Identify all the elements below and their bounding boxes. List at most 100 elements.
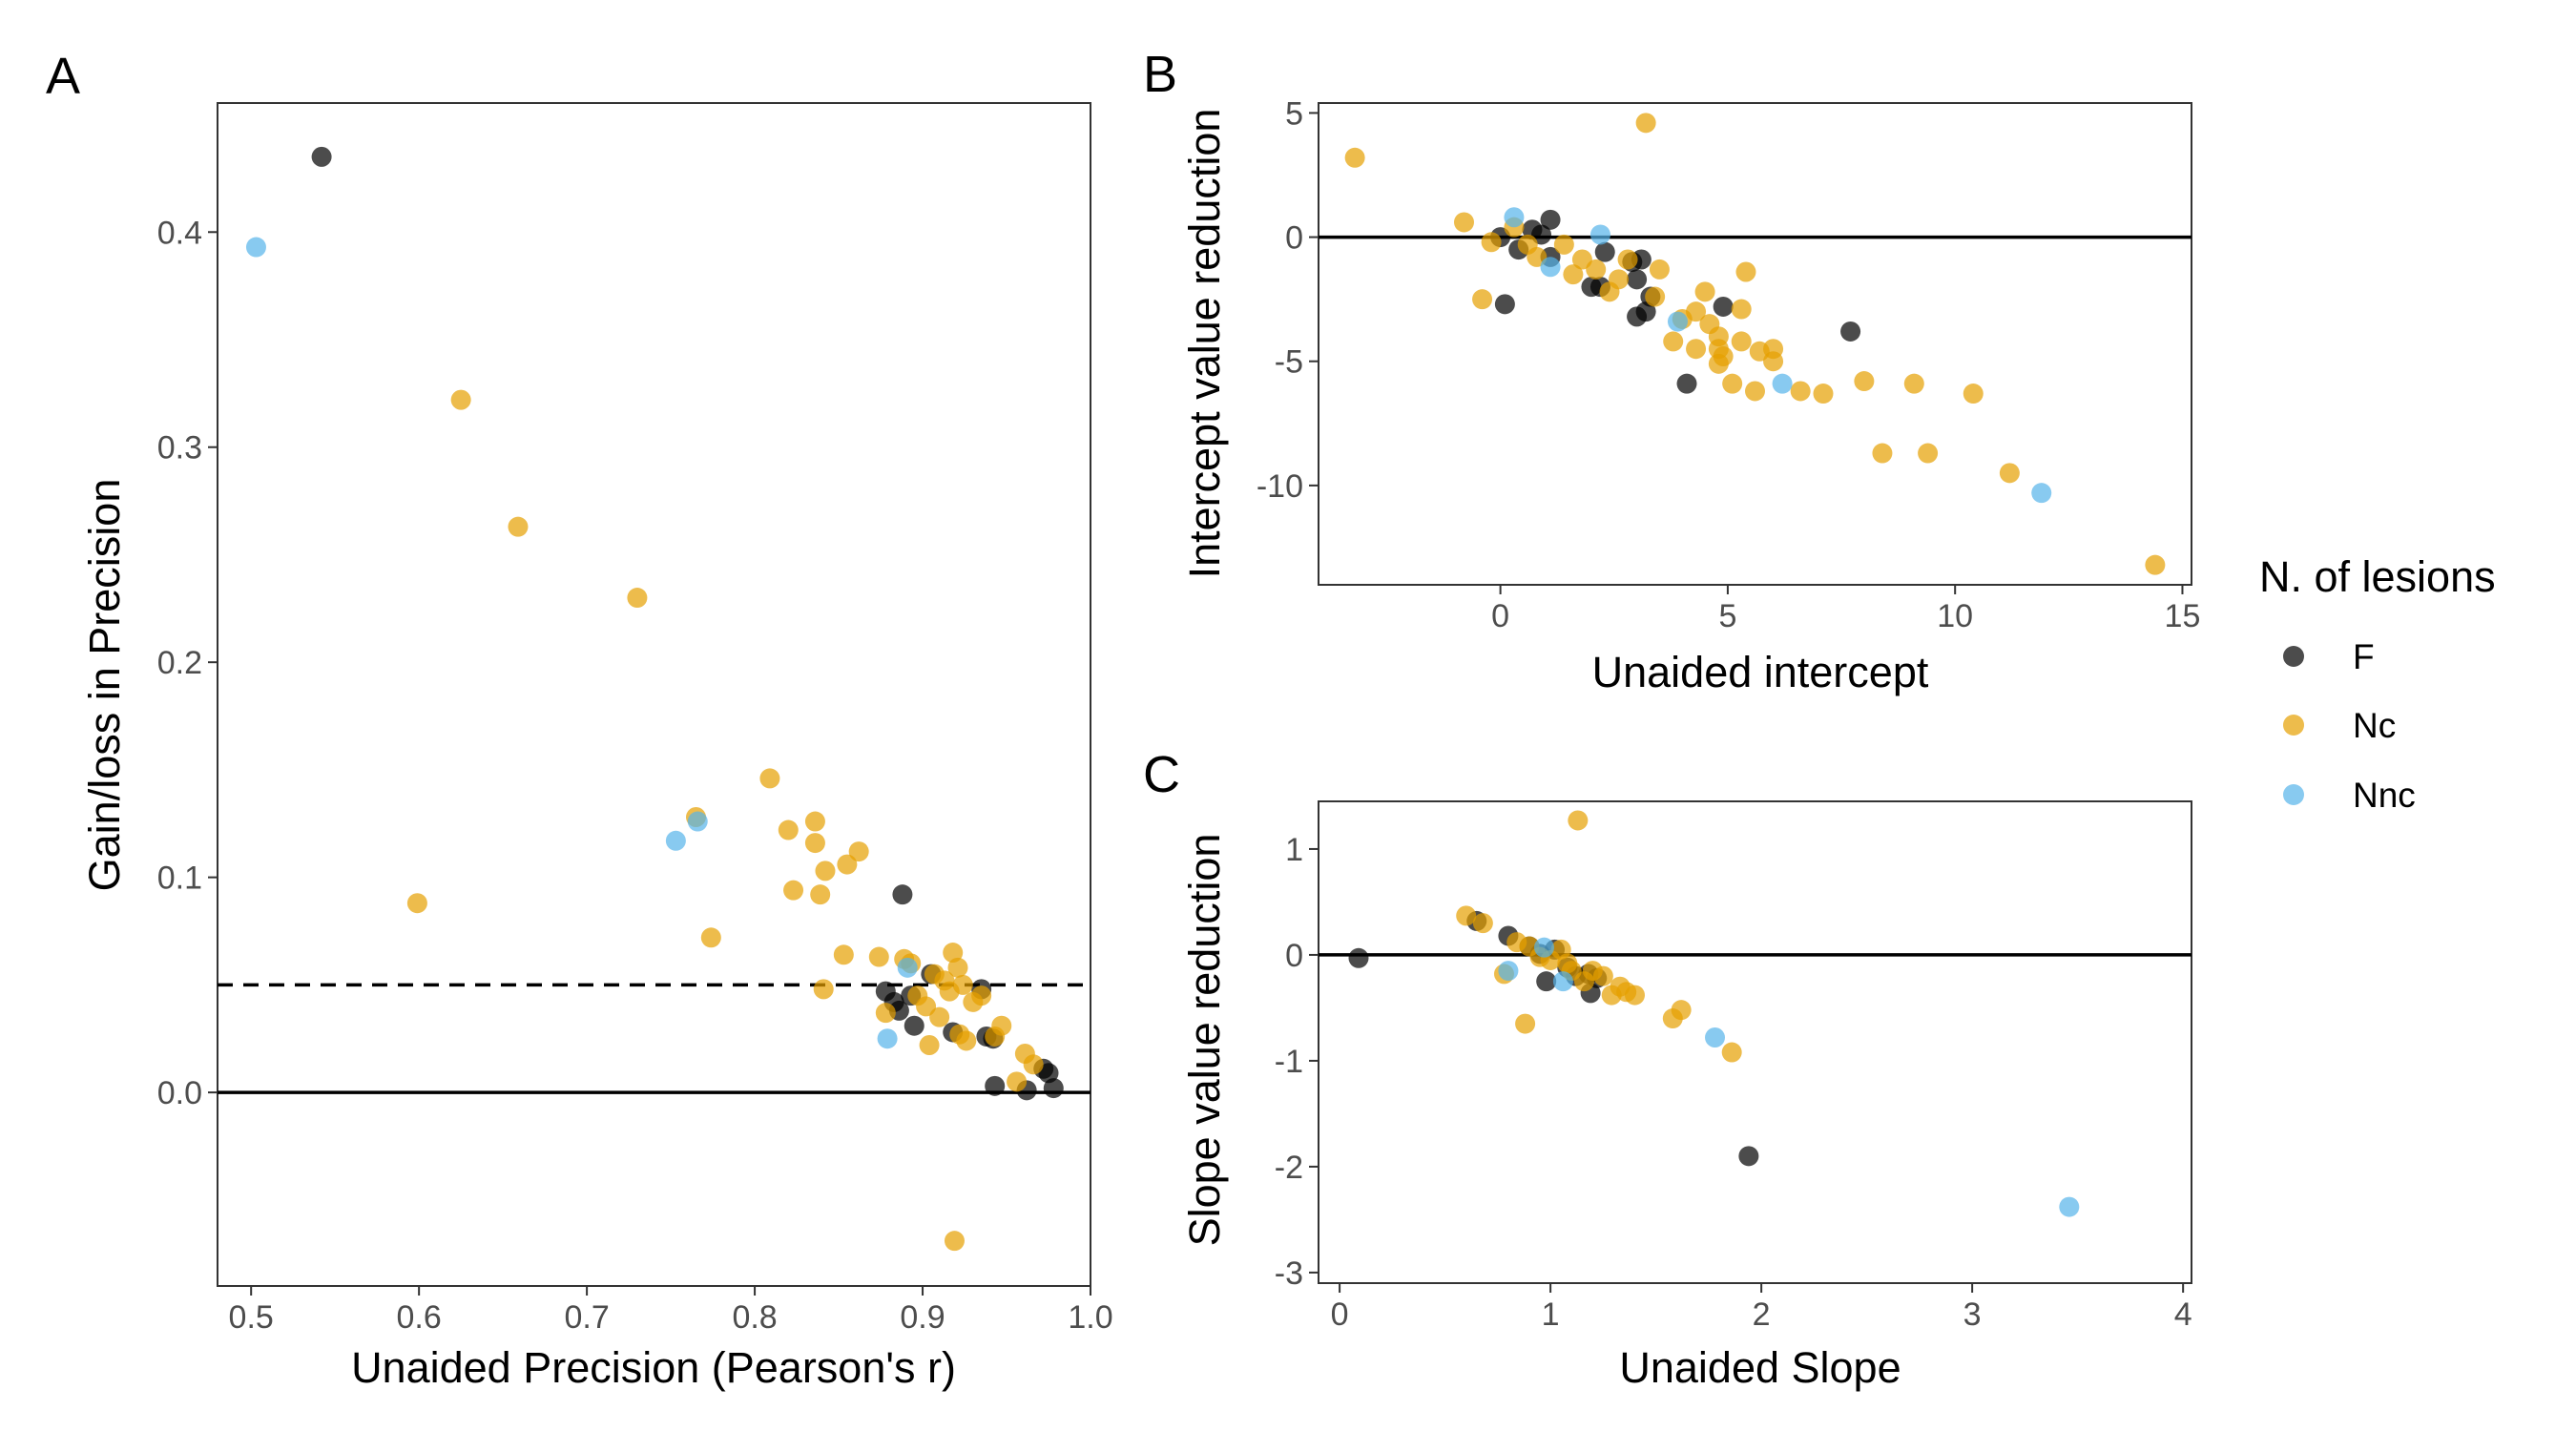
panel-letter-b: B <box>1143 46 1177 103</box>
panel-a-point-nc <box>508 516 529 537</box>
panel-c-point-nc <box>1592 965 1613 986</box>
panel-a-point-nnc <box>687 811 708 832</box>
panel-a-point-nc <box>1007 1071 1028 1092</box>
panel-b-point-f <box>1540 209 1561 230</box>
panel-a-point-nnc <box>897 957 918 978</box>
legend-entry-nnc: Nnc <box>2283 776 2416 815</box>
panel-a-point-nc <box>837 854 858 875</box>
legend-swatch-nnc <box>2283 784 2304 805</box>
panel-b-point-f <box>1713 296 1734 317</box>
panel-a-point-nc <box>916 996 937 1017</box>
panel-a-point-nc <box>956 1030 977 1051</box>
panel-c-x-tick-label: 1 <box>1542 1296 1560 1333</box>
legend-title: N. of lesions <box>2259 552 2496 601</box>
panel-a-point-nc <box>778 819 799 840</box>
panel-c-point-nc <box>1472 913 1493 934</box>
panel-a-x-tick-label: 1.0 <box>1068 1299 1112 1336</box>
legend: N. of lesions F Nc Nnc <box>2259 552 2496 815</box>
legend-label-nnc: Nnc <box>2353 776 2416 815</box>
panel-b-point-nc <box>1686 339 1707 360</box>
panel-a-point-nc <box>810 884 831 905</box>
panel-c-ylabel: Slope value reduction <box>1180 834 1229 1247</box>
panel-b-point-nnc <box>1772 373 1793 394</box>
panel-b-point-f <box>1676 373 1697 394</box>
legend-label-f: F <box>2353 637 2375 676</box>
panel-a-point-f <box>985 1075 1006 1096</box>
panel-b-point-nc <box>1763 351 1784 372</box>
panel-b-y-tick-label: -10 <box>1257 468 1303 505</box>
panel-a-point-nc <box>919 1034 940 1055</box>
panel-b-y-tick-label: -5 <box>1275 344 1303 381</box>
panel-b-point-nc <box>1694 281 1715 302</box>
panel-c-y-tick-label: -1 <box>1275 1044 1303 1080</box>
panel-b-point-nc <box>1481 232 1502 253</box>
panel-b-point-nc <box>1722 373 1743 394</box>
panel-b-point-nc <box>1854 371 1875 392</box>
panel-c: C 0 1 2 3 4 1 0 -1 -2 -3 Unaided Slope Slope valu… <box>1143 746 2192 1392</box>
panel-a-point-nc <box>875 1003 896 1024</box>
panel-a-point-nc <box>627 588 648 609</box>
panel-b-point-f <box>1627 269 1648 290</box>
panel-a-point-nc <box>700 927 721 948</box>
panel-a-point-f <box>1038 1063 1059 1084</box>
panel-a-point-nc <box>947 957 968 978</box>
panel-b-y-tick-label: 5 <box>1285 95 1303 132</box>
panel-a-y-tick-label: 0.2 <box>157 645 202 681</box>
panel-a-point-nc <box>848 841 869 862</box>
panel-b-point-nc <box>1731 331 1752 352</box>
panel-a-y-tick-label: 0.0 <box>157 1075 202 1111</box>
panel-b-point-nc <box>1563 264 1584 285</box>
panel-a-x-tick-label: 0.7 <box>564 1299 609 1336</box>
panel-b-x-tick-label: 15 <box>2165 598 2201 634</box>
panel-a-point-f <box>311 146 332 167</box>
panel-a-point-nc <box>868 946 889 967</box>
panel-b-point-nc <box>1686 301 1707 322</box>
panel-a-xlabel: Unaided Precision (Pearson's r) <box>351 1343 956 1392</box>
panel-b-point-nc <box>1635 113 1656 134</box>
panel-b-point-nnc <box>1540 257 1561 278</box>
panel-b-ylabel: Intercept value reduction <box>1180 109 1229 579</box>
panel-b-point-nc <box>1790 381 1811 402</box>
panel-b-point-nc <box>1999 463 2020 484</box>
panel-a-point-nc <box>971 985 992 1006</box>
panel-c-y-tick-label: 0 <box>1285 938 1303 974</box>
panel-a-point-nc <box>1023 1054 1044 1075</box>
panel-a-point-nnc <box>877 1028 898 1049</box>
panel-c-point-nnc <box>1498 961 1519 982</box>
panel-c-y-tick-label: 1 <box>1285 832 1303 868</box>
panel-c-x-tick-label: 2 <box>1753 1296 1771 1333</box>
legend-label-nc: Nc <box>2353 706 2396 745</box>
legend-entry-nc: Nc <box>2283 706 2396 745</box>
panel-a-point-nc <box>759 768 780 789</box>
panel-a: A 0.5 0.6 0.7 0.8 0.9 1.0 0.0 0.1 0.2 0.3 0.4 Unai… <box>46 48 1113 1392</box>
panel-b-point-nc <box>1735 261 1756 282</box>
panel-b-point-nc <box>1649 259 1670 280</box>
panel-c-point-nc <box>1671 1000 1692 1021</box>
panel-c-xlabel: Unaided Slope <box>1619 1343 1901 1392</box>
panel-a-point-nnc <box>665 830 686 851</box>
panel-a-plot: 0.5 0.6 0.7 0.8 0.9 1.0 0.0 0.1 0.2 0.3 0.4 <box>157 102 1113 1336</box>
panel-b-point-nc <box>1617 249 1638 270</box>
panel-c-point-nc <box>1625 985 1646 1006</box>
panel-b-plot: 0 5 10 15 5 0 -5 -10 <box>1257 95 2201 634</box>
panel-b-point-nc <box>1645 286 1666 307</box>
panel-letter-c: C <box>1143 746 1180 803</box>
panel-c-frame <box>1318 800 2192 1284</box>
panel-b: B 0 5 10 15 5 0 -5 -10 Unaided intercept Interc… <box>1143 46 2200 696</box>
panel-c-x-tick-label: 4 <box>2174 1296 2192 1333</box>
panel-b-point-nc <box>1663 331 1684 352</box>
panel-a-point-f <box>892 884 913 905</box>
panel-a-point-nc <box>944 1231 965 1252</box>
panel-b-point-nc <box>1609 269 1630 290</box>
panel-a-y-tick-label: 0.1 <box>157 861 202 897</box>
panel-c-x-tick-label: 3 <box>1963 1296 1982 1333</box>
panel-c-y-tick-label: -2 <box>1275 1150 1303 1186</box>
panel-b-point-f <box>1594 241 1615 262</box>
panel-a-y-tick-label: 0.4 <box>157 215 202 251</box>
panel-a-point-nc <box>804 811 825 832</box>
panel-b-point-nc <box>1918 443 1939 464</box>
panel-a-frame <box>217 102 1091 1287</box>
legend-swatch-nc <box>2283 715 2304 736</box>
panel-c-x-tick-label: 0 <box>1331 1296 1349 1333</box>
panel-b-point-nc <box>1713 346 1734 367</box>
